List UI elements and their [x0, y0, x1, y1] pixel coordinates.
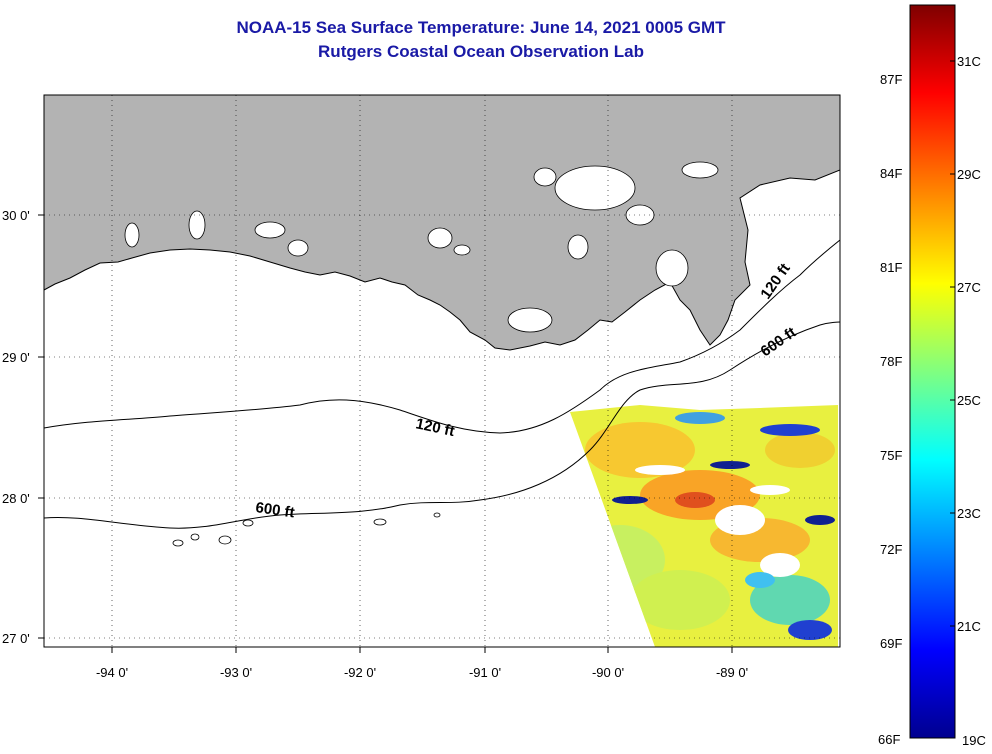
sabine-lake [124, 222, 140, 248]
cb-f-87: 87F [880, 72, 902, 87]
cb-c-23: 23C [957, 506, 981, 521]
lake-verret [427, 227, 453, 249]
iso-label-600-west: 600 ft [254, 499, 295, 521]
cb-f-72: 72F [880, 542, 902, 557]
map-title: NOAA-15 Sea Surface Temperature: June 14… [236, 18, 726, 37]
cb-c-25: 25C [957, 393, 981, 408]
axis-ticks [38, 214, 733, 653]
cb-c-21: 21C [957, 619, 981, 634]
calcasieu-lake [188, 210, 206, 240]
isobath-120ft [44, 239, 840, 434]
cb-c-27: 27C [957, 280, 981, 295]
lake-maurepas [533, 167, 557, 187]
cb-f-81: 81F [880, 260, 902, 275]
lat-label-30: 30 0' [2, 208, 30, 223]
colorbar [909, 4, 956, 739]
cb-c-19: 19C [962, 733, 986, 748]
lon-label-89: -89 0' [716, 665, 748, 680]
map-frame [43, 94, 841, 648]
cb-f-66: 66F [878, 732, 900, 747]
cb-f-84: 84F [880, 166, 902, 181]
graticule [44, 95, 840, 647]
cb-c-29: 29C [957, 167, 981, 182]
lat-label-28: 28 0' [2, 491, 30, 506]
colorbar-f-labels: 87F 84F 81F 78F 75F 72F 69F 66F [878, 72, 902, 747]
isobath-islands [172, 512, 441, 547]
cb-f-75: 75F [880, 448, 902, 463]
white-lake [287, 239, 309, 257]
lake-pontchartrain [554, 165, 636, 211]
mississippi-sound [681, 161, 719, 179]
lon-label-91: -91 0' [469, 665, 501, 680]
colorbar-ticks [950, 60, 955, 627]
lon-label-94: -94 0' [96, 665, 128, 680]
lon-label-90: -90 0' [592, 665, 624, 680]
cb-f-78: 78F [880, 354, 902, 369]
lat-label-29: 29 0' [2, 350, 30, 365]
cb-f-69: 69F [880, 636, 902, 651]
cb-c-31: 31C [957, 54, 981, 69]
colorbar-c-labels: 31C 29C 27C 25C 23C 21C 19C [957, 54, 986, 748]
lake-salvador [567, 234, 589, 260]
map-subtitle: Rutgers Coastal Ocean Observation Lab [318, 42, 644, 61]
barataria-bay [507, 307, 553, 333]
lon-label-93: -93 0' [220, 665, 252, 680]
breton-sound [655, 249, 689, 287]
grand-lake [254, 221, 286, 239]
lake-palourde [453, 244, 471, 256]
lon-label-92: -92 0' [344, 665, 376, 680]
isobath-600ft [44, 321, 840, 529]
lat-label-27: 27 0' [2, 631, 30, 646]
